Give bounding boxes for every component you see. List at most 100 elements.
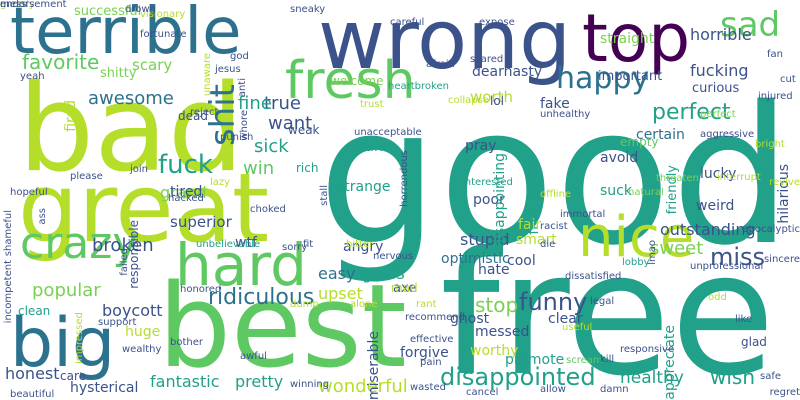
cloud-word: awesome — [88, 88, 174, 109]
cloud-word: disappointed — [440, 363, 596, 391]
cloud-word: pray — [465, 138, 497, 154]
cloud-word: upset — [318, 284, 363, 303]
cloud-word: yeah — [20, 71, 45, 82]
cloud-word: clean — [18, 304, 51, 318]
cloud-word: anti — [237, 78, 248, 98]
cloud-word: hard — [175, 231, 307, 299]
cloud-word: hate — [478, 262, 510, 278]
cloud-word: welcome — [330, 74, 384, 88]
cloud-word: weird — [696, 198, 735, 214]
cloud-word: favorite — [22, 50, 100, 74]
cloud-word: offline — [540, 189, 572, 200]
cloud-word: popular — [32, 280, 101, 301]
cloud-word: strange — [337, 179, 391, 195]
cloud-word: hacked — [168, 193, 204, 204]
cloud-word: great — [18, 154, 270, 264]
cloud-word: disappointing — [492, 153, 508, 248]
cloud-word: worth — [470, 88, 514, 106]
cloud-word: free — [440, 216, 776, 400]
cloud-word: best — [158, 260, 407, 394]
cloud-word: certain — [636, 127, 685, 143]
cloud-word: join — [130, 164, 149, 175]
cloud-word: incompetent — [3, 260, 14, 324]
cloud-word: support — [98, 317, 137, 328]
cloud-word: odd — [708, 292, 727, 303]
cloud-word: cancel — [466, 387, 499, 398]
cloud-word: true — [264, 93, 301, 114]
cloud-word: regret — [769, 387, 800, 398]
cloud-word: bright — [755, 139, 785, 150]
cloud-word: revive — [769, 177, 800, 188]
cloud-word: clear — [548, 311, 583, 327]
cloud-word: rant — [416, 299, 437, 310]
cloud-word: angry — [343, 239, 384, 255]
cloud-word: fucking — [690, 61, 749, 80]
cloud-word: fit — [303, 239, 314, 250]
cloud-word: interested — [462, 177, 513, 188]
cloud-word: lazy — [210, 177, 231, 188]
cloud-word: fortunate — [140, 29, 187, 40]
cloud-word: wish — [710, 365, 756, 389]
cloud-word: safe — [760, 371, 782, 382]
cloud-word: messed — [475, 324, 530, 340]
cloud-word: fired — [63, 100, 79, 132]
cloud-word: suck — [600, 183, 632, 199]
cloud-word: scared — [470, 54, 504, 65]
cloud-word: ridiculous — [208, 285, 315, 310]
cloud-word: care — [60, 369, 87, 383]
cloud-word: good — [318, 66, 792, 287]
cloud-word: superior — [170, 213, 232, 231]
cloud-word: scary — [132, 56, 173, 74]
cloud-word: wealthy — [122, 344, 162, 355]
cloud-word: alone — [350, 299, 378, 310]
cloud-word: immortal — [560, 209, 606, 220]
cloud-word: scream — [566, 355, 603, 366]
cloud-word: jesus — [215, 64, 241, 75]
cloud-word: wtf — [235, 235, 257, 251]
cloud-word: greedy — [0, 0, 35, 10]
cloud-word: big — [10, 304, 116, 383]
cloud-word: thank — [351, 139, 391, 155]
cloud-word: lucky — [700, 166, 737, 182]
cloud-word: glad — [741, 335, 767, 349]
cloud-word: useful — [562, 322, 593, 333]
cloud-word: win — [243, 158, 275, 179]
cloud-word: wrong — [318, 0, 572, 88]
cloud-word: like — [735, 314, 753, 325]
cloud-word: recommend — [405, 312, 465, 323]
cloud-word: sweet — [650, 238, 704, 259]
cloud-word: bother — [170, 337, 203, 348]
cloud-word: rich — [296, 161, 319, 175]
cloud-word: happy — [556, 61, 650, 96]
cloud-word: honest — [5, 364, 60, 383]
cloud-word: beautiful — [10, 389, 55, 400]
cloud-word: stop — [475, 293, 519, 317]
cloud-word: gross — [362, 264, 405, 283]
cloud-word: ghost — [450, 311, 490, 327]
cloud-word: wonderful — [318, 376, 408, 397]
cloud-word: awful — [240, 351, 267, 362]
cloud-word: miserable — [366, 330, 382, 400]
cloud-word: worthy — [470, 343, 519, 359]
cloud-word: kill — [600, 354, 615, 365]
cloud-word: endorsement — [0, 0, 67, 10]
cloud-word: perfect — [700, 109, 736, 120]
cloud-word: grand — [160, 183, 207, 202]
cloud-word: boycott — [102, 301, 163, 320]
cloud-word: axe — [393, 281, 417, 296]
cloud-word: dearnasty — [472, 64, 543, 80]
cloud-word: sorry — [282, 242, 308, 253]
cloud-word: winning — [290, 379, 330, 390]
cloud-word: effective — [410, 334, 454, 345]
cloud-word: tired — [170, 184, 203, 200]
cloud-word: terrible — [10, 0, 242, 69]
cloud-word: hysterical — [70, 380, 139, 396]
cloud-word: unhealthy — [540, 109, 591, 120]
cloud-word: fresh — [285, 51, 416, 111]
cloud-word: failed — [119, 248, 130, 276]
cloud-word: heartbroken — [388, 81, 449, 92]
cloud-word: expose — [479, 17, 515, 28]
cloud-word: successful — [74, 4, 142, 19]
cloud-word: sick — [254, 136, 289, 157]
